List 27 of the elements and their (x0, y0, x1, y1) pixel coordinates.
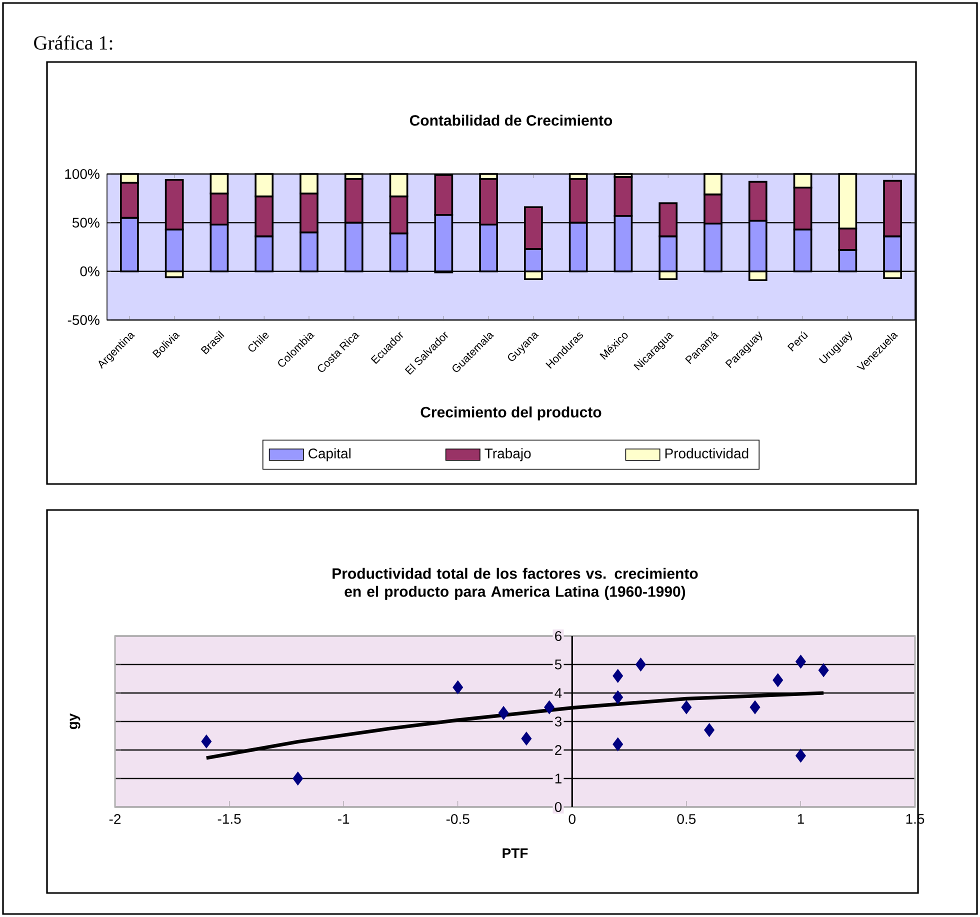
x-tick-label: -2 (109, 814, 121, 824)
y-tick-label: 100% (65, 169, 100, 179)
text: Gráfica 1: (34, 35, 112, 50)
y-tick-label: 4 (554, 688, 562, 698)
y-tick-label: 0% (80, 266, 100, 276)
chart-title: Contabilidad de Crecimiento (410, 114, 612, 126)
x-tick-label: -0.5 (446, 814, 470, 824)
x-tick-label: 0.5 (677, 814, 696, 824)
y-tick-label: 0 (554, 802, 562, 812)
y-tick-label: 6 (555, 631, 562, 641)
y-axis-title: gy (70, 713, 80, 730)
x-axis-title: Crecimiento del producto (420, 406, 602, 420)
x-tick-label: 0 (568, 814, 576, 824)
y-tick-label: 1 (555, 774, 562, 784)
y-tick-label: 3 (554, 716, 562, 726)
y-tick-label: -50% (68, 315, 100, 325)
x-tick-label: -1.5 (218, 814, 241, 824)
x-tick-label: -1 (338, 814, 350, 824)
legend-label: Trabajo (484, 448, 531, 462)
y-tick-label: 50% (72, 218, 100, 228)
y-tick-label: 5 (554, 660, 562, 670)
legend-label: Productividad (665, 448, 748, 458)
y-tick-label: 2 (555, 745, 562, 755)
x-tick-label: 1 (798, 814, 804, 824)
chart-title: Productividad total de los factores vs. crecimiento en el producto para America Latina (1960-1990) (332, 568, 698, 600)
legend-label: Capital (308, 448, 350, 462)
x-axis-title: PTF (502, 848, 528, 858)
